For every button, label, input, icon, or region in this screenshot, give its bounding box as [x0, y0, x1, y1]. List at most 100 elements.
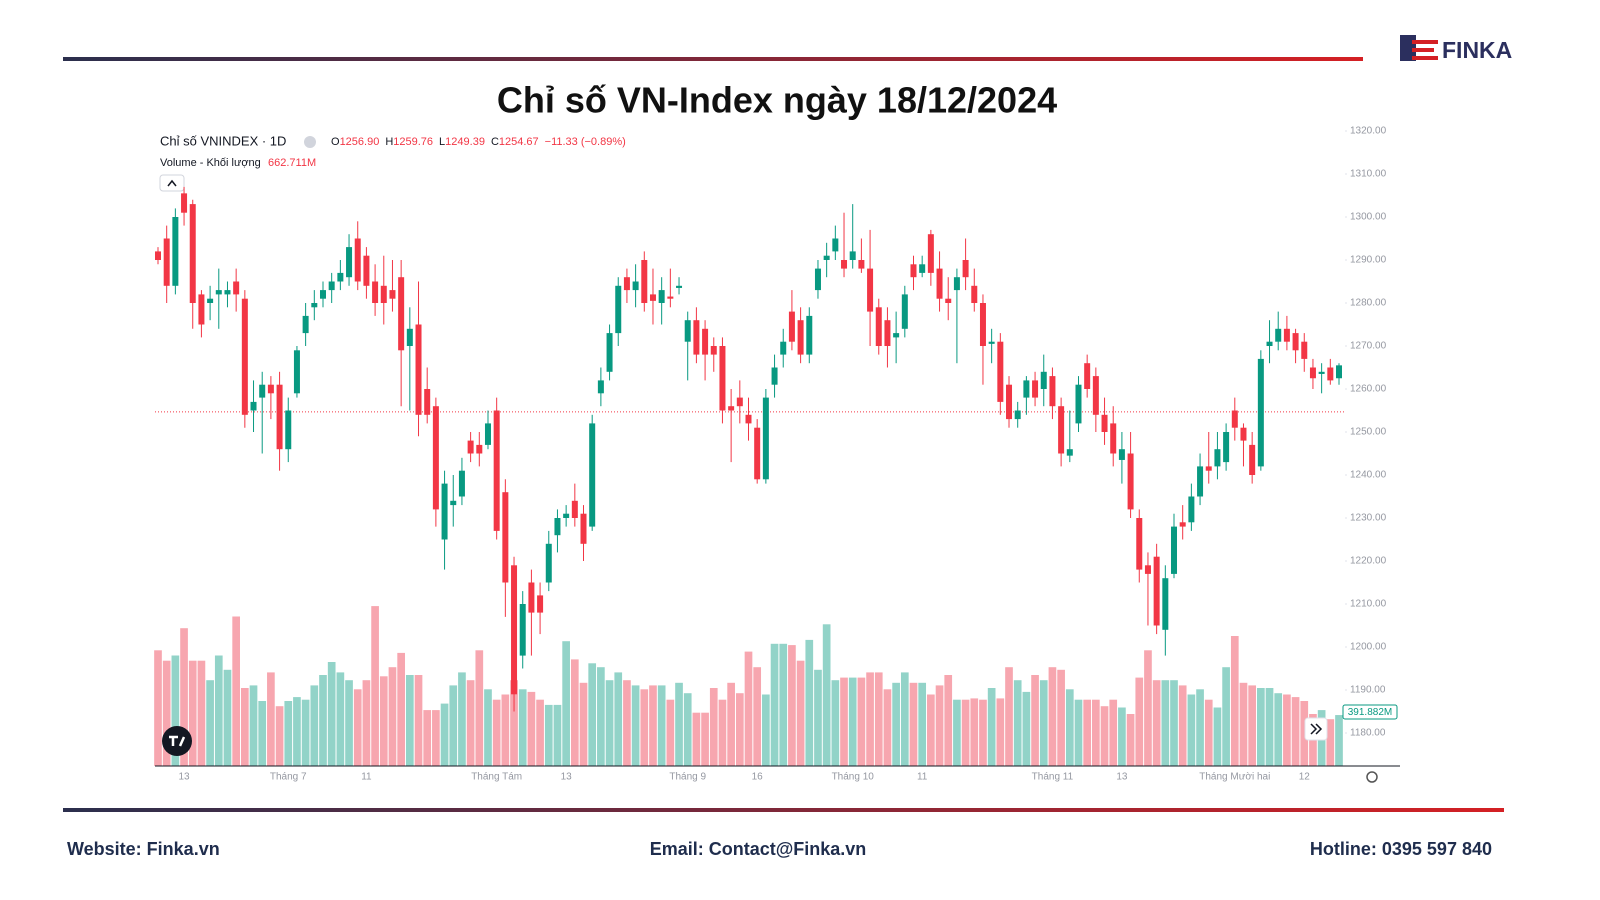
candle-body — [250, 401, 257, 411]
candle-body — [806, 315, 813, 355]
x-tick-label: 13 — [178, 772, 190, 783]
volume-bar — [1135, 677, 1144, 766]
x-tick-label: Tháng 10 — [832, 772, 875, 783]
volume-bar — [553, 704, 562, 766]
candle-body — [484, 423, 491, 445]
volume-bar — [432, 710, 440, 766]
volume-bar — [579, 682, 588, 766]
y-tick-label: 1310.00 — [1350, 169, 1387, 180]
x-tick-label: Tháng 7 — [270, 772, 307, 783]
y-tick-label: 1210.00 — [1350, 599, 1387, 610]
volume-bar — [458, 672, 466, 766]
volume-bar — [640, 689, 649, 766]
y-tick-label: 1230.00 — [1350, 513, 1387, 524]
volume-bar — [996, 698, 1005, 766]
candle-body — [1309, 367, 1316, 379]
volume-bar — [310, 685, 319, 766]
volume-bar — [536, 699, 544, 766]
candle-body — [606, 333, 613, 372]
candle-body — [155, 251, 161, 260]
volume-bar — [1118, 707, 1126, 766]
candle-body — [545, 543, 552, 583]
candle-body — [172, 217, 179, 286]
candle-body — [424, 389, 431, 415]
candle-body — [432, 406, 439, 510]
candle-body — [181, 193, 188, 213]
x-tick-label: Tháng 9 — [669, 772, 706, 783]
candle-body — [1014, 410, 1021, 420]
volume-bar — [1170, 680, 1178, 766]
x-tick-label: Tháng Mười hai — [1199, 772, 1270, 783]
candle-body — [1162, 578, 1169, 630]
volume-bar — [597, 667, 605, 766]
candle-body — [1023, 380, 1030, 398]
candle-body — [1118, 449, 1125, 460]
candle-body — [1058, 406, 1065, 454]
volume-bar — [527, 691, 536, 766]
candle-body — [1066, 449, 1073, 456]
top-rule — [63, 57, 1363, 61]
volume-bar — [909, 682, 918, 766]
candle-body — [858, 260, 865, 269]
candle-body — [1205, 466, 1212, 471]
legend-key: L — [439, 136, 445, 148]
candle-body — [1214, 449, 1221, 467]
candle-body — [267, 384, 274, 394]
volume-bar — [258, 701, 267, 766]
candle-body — [163, 238, 170, 286]
candle-body — [1144, 565, 1151, 574]
candle-body — [841, 260, 848, 269]
candle-body — [736, 397, 743, 407]
logo-text: FINKA — [1442, 37, 1512, 63]
volume-bar — [353, 689, 362, 766]
y-tick-label: 1290.00 — [1350, 255, 1387, 266]
candle-body — [901, 294, 908, 329]
volume-bar — [970, 698, 979, 766]
volume-bar — [345, 680, 353, 766]
volume-bar — [206, 680, 214, 766]
candle-body — [1223, 432, 1230, 463]
volume-bar — [944, 675, 953, 766]
candle-body — [537, 595, 544, 613]
candle-body — [1336, 365, 1342, 379]
collapse-button[interactable] — [159, 174, 185, 192]
candle-body — [867, 268, 874, 312]
volume-bar — [805, 639, 814, 766]
legend-ohlc: O1256.90 H1259.76 L1249.39 C1254.67 −11.33 (… — [331, 136, 626, 148]
candle-body — [988, 341, 995, 344]
candle-body — [493, 410, 500, 531]
candle-body — [415, 324, 422, 415]
candle-body — [728, 406, 735, 411]
candle-body — [458, 470, 465, 497]
candle-body — [1301, 341, 1308, 359]
candle-body — [658, 290, 665, 303]
candle-body — [1318, 371, 1325, 374]
candle-body — [849, 251, 856, 260]
candle-body — [1092, 376, 1099, 415]
volume-bar — [822, 624, 831, 766]
volume-bar — [1100, 706, 1109, 766]
volume-bar — [466, 680, 475, 766]
volume-bar — [892, 682, 900, 766]
candle-body — [814, 268, 821, 291]
candle-body — [346, 247, 353, 278]
candle-body — [1292, 333, 1299, 351]
x-tick-label: Tháng Tám — [471, 772, 522, 783]
candle-body — [293, 350, 300, 394]
settings-icon[interactable] — [1366, 771, 1378, 783]
candle-body — [919, 264, 926, 273]
candle-body — [302, 315, 309, 334]
volume-bar — [362, 680, 371, 766]
candle-body — [762, 397, 769, 480]
y-tick-label: 1280.00 — [1350, 298, 1387, 309]
volume-bar — [301, 699, 310, 766]
legend-value: 1249.39 — [445, 136, 485, 148]
volume-bar — [449, 685, 458, 766]
x-tick-label: 13 — [1116, 772, 1128, 783]
candle-body — [1171, 526, 1178, 574]
candle-body — [910, 264, 917, 278]
volume-bar — [649, 685, 657, 766]
candle-body — [380, 285, 387, 303]
candle-body — [233, 281, 240, 295]
